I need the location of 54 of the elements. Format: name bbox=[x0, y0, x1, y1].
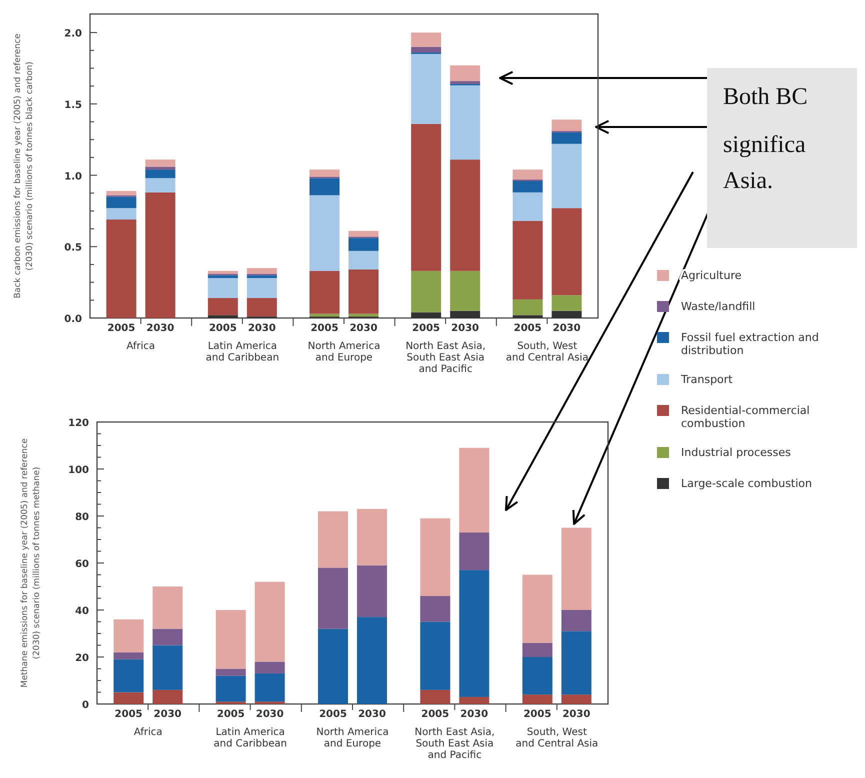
text: South, West and Central Asia bbox=[506, 341, 588, 364]
x-tick-label: 2005 bbox=[310, 323, 338, 334]
legend-label: Agriculture bbox=[681, 269, 742, 282]
x-tick-label: 2005 bbox=[216, 709, 245, 720]
x-tick-label: 2030 bbox=[451, 323, 480, 334]
text: significa bbox=[723, 132, 806, 158]
y-tick-label: 80 bbox=[75, 512, 90, 523]
x-tick-label: 2005 bbox=[114, 709, 143, 720]
y-axis-title: Methane emissions for baseline year (2005) and reference (2030) scenario (millions of tonnes methane) bbox=[20, 438, 42, 688]
y-tick-label: 40 bbox=[75, 606, 90, 617]
y-tick-label: 0.0 bbox=[64, 314, 82, 325]
text: Asia. bbox=[723, 168, 773, 194]
text: North America and Europe bbox=[308, 341, 380, 364]
y-tick-label: 120 bbox=[68, 418, 90, 429]
x-tick-label: 2030 bbox=[562, 709, 590, 720]
y-tick-label: 100 bbox=[68, 465, 90, 476]
x-tick-label: 2030 bbox=[146, 323, 174, 334]
x-tick-label: 2005 bbox=[208, 323, 237, 334]
x-tick-label: 2005 bbox=[421, 709, 450, 720]
x-tick-label: 2030 bbox=[358, 709, 386, 720]
y-tick-label: 20 bbox=[75, 653, 90, 664]
x-tick-label: 2005 bbox=[523, 709, 552, 720]
x-tick-label: 2030 bbox=[552, 323, 581, 334]
y-tick-label: 1.0 bbox=[64, 171, 82, 182]
x-tick-label: 2030 bbox=[248, 323, 276, 334]
text: Africa bbox=[134, 727, 162, 738]
x-tick-label: 2005 bbox=[107, 323, 136, 334]
y-tick-label: 2.0 bbox=[64, 28, 82, 40]
x-tick-label: 2030 bbox=[154, 709, 182, 720]
y-axis-title: Back carbon emissions for baseline year (2005) and reference (2030) scenario (millions of tonnes black carbon) bbox=[13, 34, 35, 298]
x-tick-label: 2005 bbox=[412, 323, 440, 334]
text: Both BC bbox=[723, 84, 808, 110]
legend-label: Industrial processes bbox=[681, 446, 792, 459]
text: Latin America and Caribbean bbox=[214, 727, 287, 750]
x-tick-label: 2030 bbox=[350, 323, 378, 334]
x-tick-label: 2005 bbox=[514, 323, 542, 334]
text: North East Asia, South East Asia and Pacific bbox=[414, 727, 495, 761]
legend-label: Transport bbox=[680, 373, 734, 386]
text: North East Asia, South East Asia and Pacific bbox=[406, 341, 486, 375]
x-tick-label: 2005 bbox=[319, 709, 347, 720]
x-tick-label: 2030 bbox=[256, 709, 284, 720]
y-tick-label: 60 bbox=[75, 559, 90, 570]
x-tick-label: 2030 bbox=[460, 709, 488, 720]
text: North America and Europe bbox=[316, 727, 389, 750]
legend-label: Fossil fuel extraction and distribution bbox=[681, 331, 819, 357]
y-tick-label: 0.5 bbox=[64, 242, 82, 254]
legend-label: Residential-commercial combustion bbox=[681, 404, 810, 430]
legend-label: Large-scale combustion bbox=[681, 477, 812, 490]
y-tick-label: 1.5 bbox=[64, 100, 82, 111]
text: Latin America and Caribbean bbox=[206, 341, 280, 364]
text: South, West and Central Asia bbox=[516, 727, 598, 750]
legend-label: Waste/landfill bbox=[681, 300, 756, 313]
text: Africa bbox=[126, 341, 156, 352]
y-tick-label: 0 bbox=[82, 700, 90, 711]
